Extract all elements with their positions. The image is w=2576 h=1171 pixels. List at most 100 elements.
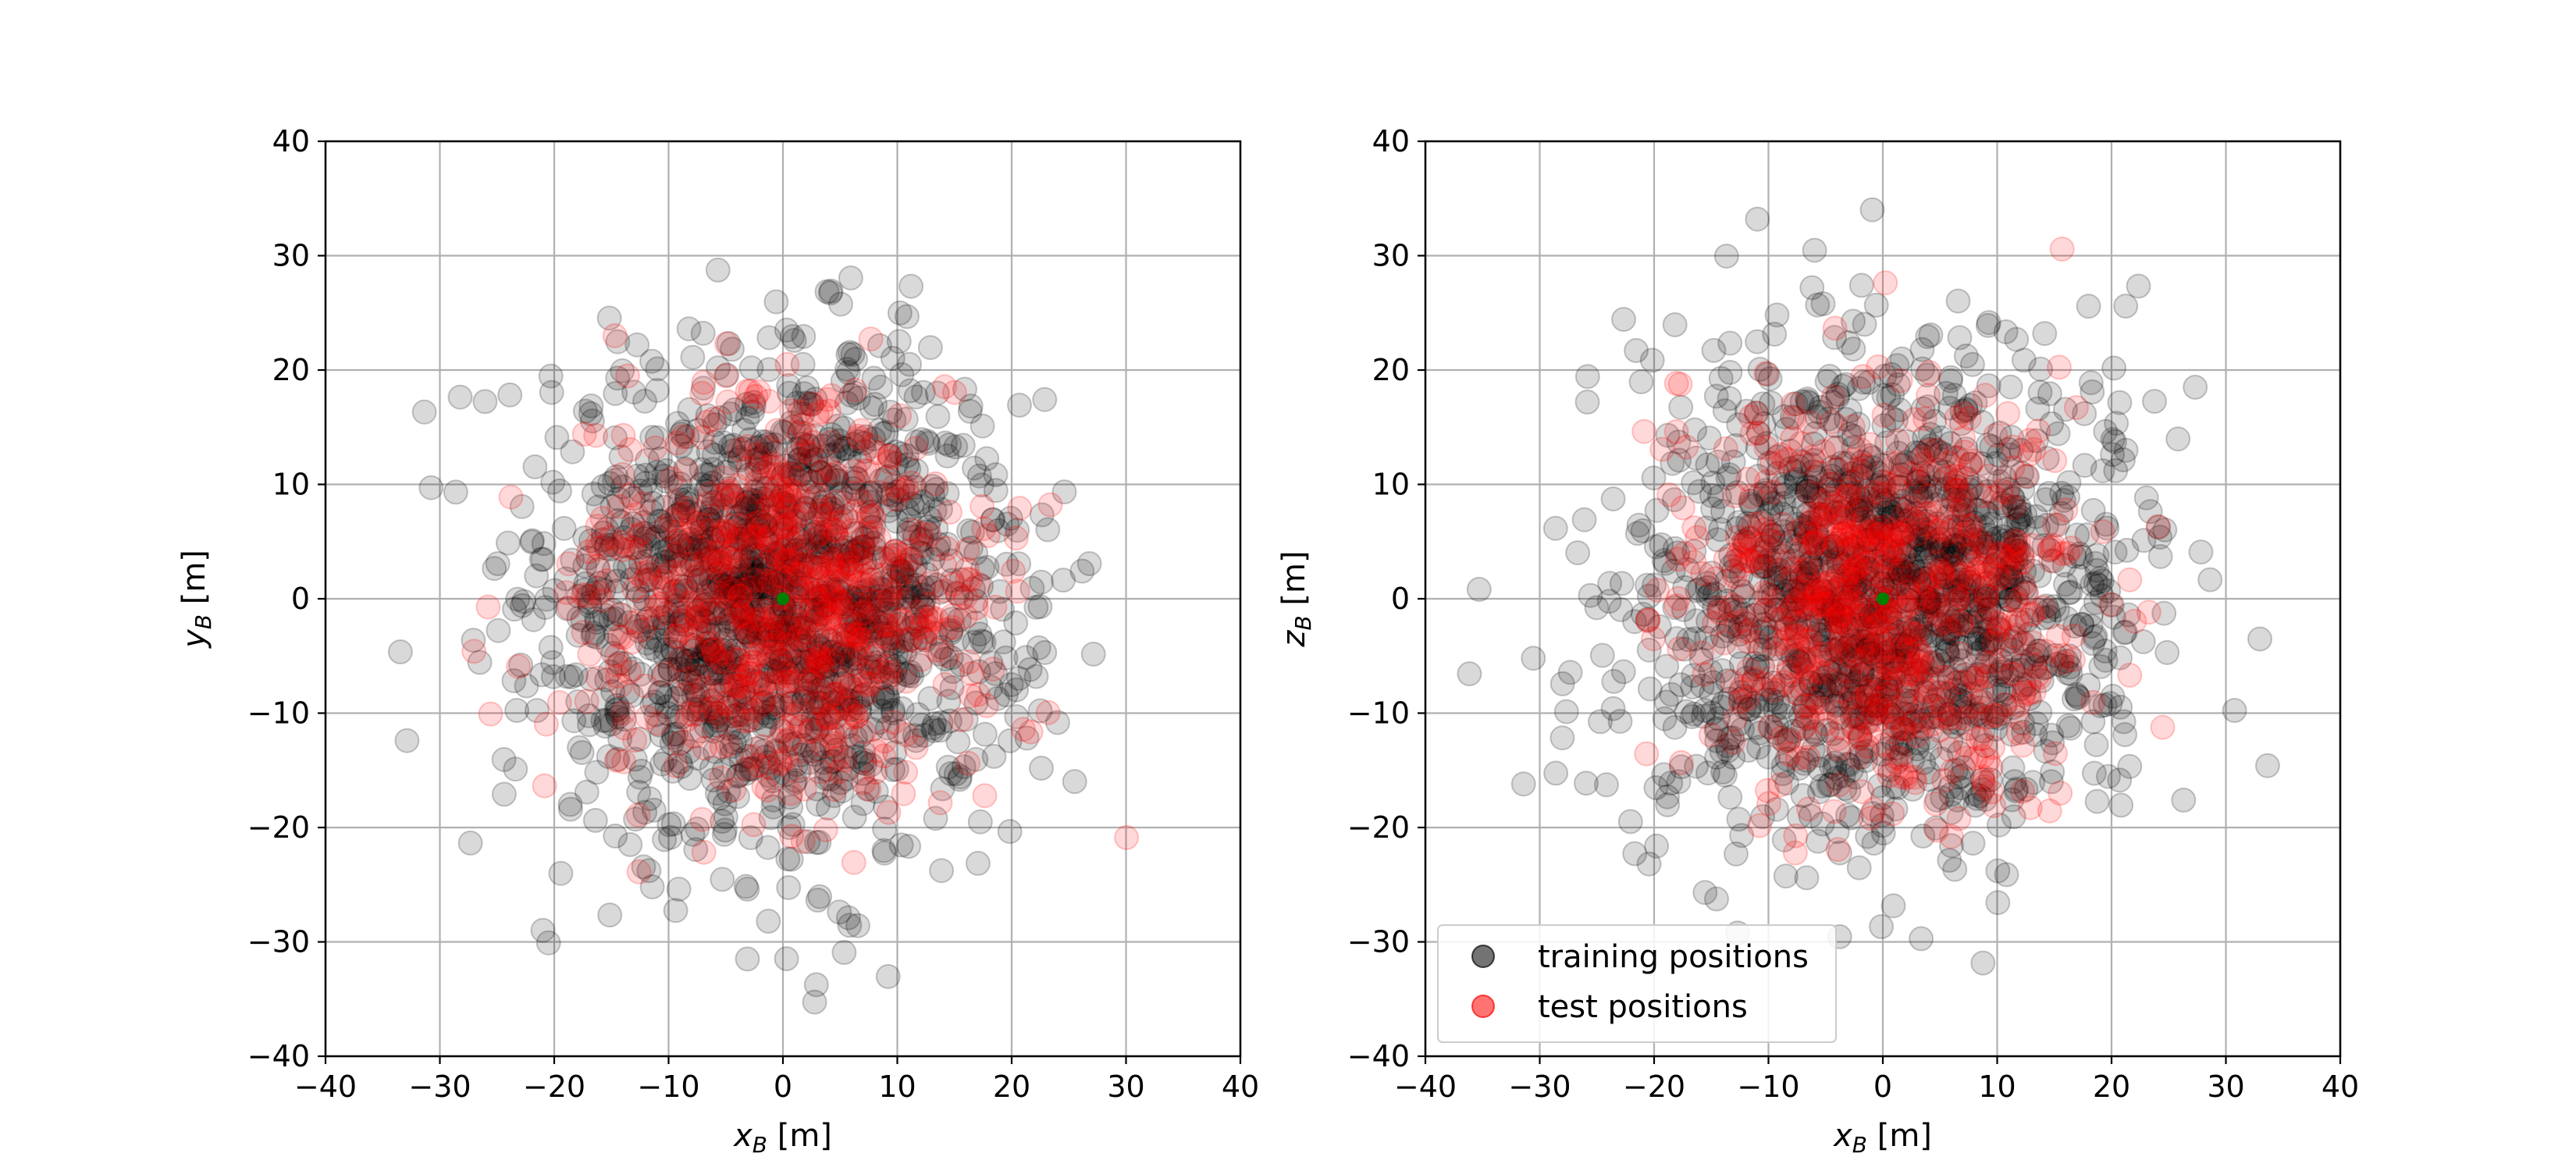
data-point [786, 612, 812, 638]
data-point [1553, 699, 1579, 724]
data-point [793, 496, 819, 521]
data-point [674, 457, 699, 483]
data-point [764, 542, 790, 568]
data-point [664, 475, 689, 500]
data-point [938, 500, 962, 525]
data-point [505, 586, 531, 612]
data-point [738, 680, 764, 706]
data-point [739, 535, 765, 561]
data-point [970, 493, 995, 519]
data-point [2188, 539, 2214, 565]
data-point [592, 602, 617, 628]
data-point [756, 749, 781, 775]
data-point [710, 867, 735, 892]
data-point [971, 516, 997, 542]
data-point [994, 551, 1019, 577]
data-point [1114, 824, 1140, 850]
data-point [782, 508, 808, 534]
data-point [866, 584, 892, 609]
data-point [799, 469, 824, 495]
data-point [733, 518, 759, 543]
data-point [1655, 784, 1680, 810]
data-point [652, 554, 678, 580]
data-point [719, 742, 745, 767]
data-point [947, 767, 973, 792]
data-point [902, 628, 928, 654]
data-point [740, 542, 766, 568]
data-point [917, 685, 943, 711]
data-point [1985, 858, 2011, 884]
data-point [731, 619, 757, 645]
data-point [698, 567, 724, 593]
data-point [774, 673, 799, 699]
data-point [807, 884, 833, 909]
data-point [1005, 578, 1030, 604]
data-point [949, 586, 974, 611]
data-point [870, 587, 895, 613]
data-point [855, 776, 881, 802]
data-point [1909, 926, 1934, 952]
data-point [795, 479, 821, 505]
data-point [1782, 840, 1808, 866]
data-point [680, 344, 706, 370]
data-point [798, 716, 824, 742]
data-point [1035, 699, 1061, 725]
data-point [831, 671, 857, 696]
data-point [740, 601, 766, 627]
data-point [877, 400, 903, 425]
y-tick-label: −40 [1347, 1039, 1410, 1073]
data-point [772, 618, 798, 644]
data-point [1955, 543, 1981, 568]
data-point [847, 584, 873, 610]
data-point [881, 625, 906, 651]
data-point [2049, 541, 2075, 567]
data-point [598, 607, 624, 632]
data-point [792, 633, 817, 659]
data-point [834, 714, 859, 739]
data-point [1713, 436, 1738, 461]
data-point [866, 614, 892, 639]
data-point [1781, 405, 1807, 431]
data-point [1550, 671, 1575, 696]
data-point [1983, 422, 2008, 448]
data-point [987, 578, 1012, 604]
data-point [785, 436, 811, 461]
data-point [1909, 643, 1934, 669]
data-point [1825, 837, 1851, 863]
data-point [778, 410, 804, 436]
data-point [1013, 645, 1039, 671]
data-point [903, 384, 929, 410]
data-point [856, 645, 882, 671]
data-point [530, 546, 556, 572]
data-point [820, 699, 845, 725]
y-tick-label: 10 [1372, 468, 1410, 502]
data-point [2102, 539, 2128, 565]
data-point [745, 620, 770, 646]
data-point [713, 363, 738, 389]
data-point [664, 593, 689, 618]
data-point [724, 584, 749, 610]
data-point [644, 378, 670, 404]
data-point [963, 588, 989, 614]
data-point [733, 874, 759, 899]
data-point [565, 622, 591, 648]
data-point [875, 482, 901, 507]
data-point [873, 632, 899, 657]
data-point [581, 580, 607, 606]
data-point [852, 457, 878, 483]
data-point [893, 722, 919, 748]
data-point [676, 657, 702, 683]
data-point [1885, 428, 1911, 454]
data-point [706, 561, 732, 586]
data-point [742, 488, 768, 514]
data-point [1903, 621, 1929, 647]
data-point [665, 519, 691, 545]
data-point [1825, 457, 1851, 482]
data-point [956, 649, 982, 674]
data-point [708, 557, 734, 582]
data-point [602, 468, 627, 493]
legend-label: training positions [1538, 939, 1809, 975]
data-point [1735, 466, 1761, 492]
data-point [824, 577, 850, 603]
data-point [699, 511, 725, 537]
